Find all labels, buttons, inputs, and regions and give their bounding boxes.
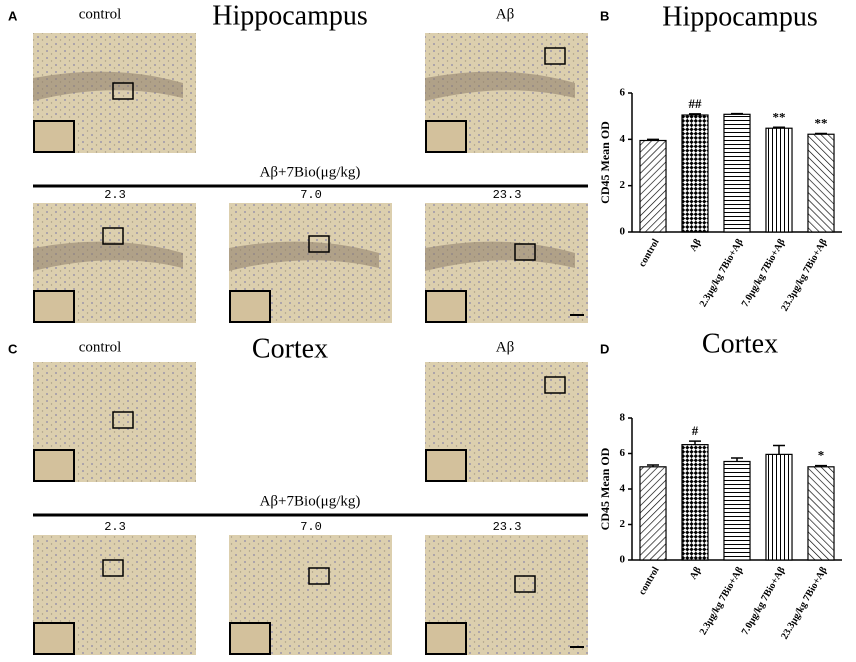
- cell-layer: [229, 241, 379, 271]
- panel-letter: A: [8, 8, 18, 23]
- group-label: Aβ+7Bio(μg/kg): [260, 493, 361, 509]
- inset: [425, 622, 467, 655]
- roi-box: [308, 567, 330, 585]
- section-title: Hippocampus: [212, 0, 368, 31]
- roi-box: [112, 82, 134, 100]
- column-label: Aβ: [496, 6, 514, 22]
- y-tick-label: 2: [620, 179, 626, 191]
- inset: [33, 290, 75, 323]
- dose-label: 2.3: [104, 520, 126, 534]
- inset: [33, 449, 75, 482]
- inset: [33, 120, 75, 153]
- x-tick-label: 23.3μg/kg 7Bio+Aβ: [779, 565, 829, 641]
- y-tick-label: 0: [620, 554, 626, 566]
- error-bar: [815, 132, 827, 135]
- error-bar: [773, 126, 785, 129]
- y-tick-label: 2: [620, 518, 626, 530]
- x-tick-label: 7.0μg/kg 7Bio+Aβ: [740, 237, 788, 309]
- dose-label: 2.3: [104, 188, 126, 202]
- inset: [229, 290, 271, 323]
- bar: [765, 127, 793, 233]
- inset: [425, 290, 467, 323]
- significance-mark: #: [692, 423, 699, 438]
- bar: [807, 466, 835, 561]
- roi-box: [514, 243, 536, 261]
- x-tick-label: Aβ: [688, 565, 704, 581]
- y-tick-label: 6: [620, 87, 626, 99]
- error-bar: [689, 440, 701, 445]
- dose-label: 23.3: [493, 188, 522, 202]
- bar: [681, 114, 709, 233]
- roi-box: [308, 235, 330, 253]
- chart-title: Hippocampus: [662, 1, 818, 32]
- roi-box: [544, 47, 566, 65]
- bar: [723, 460, 751, 561]
- inset: [425, 120, 467, 153]
- x-tick-label: control: [637, 565, 662, 597]
- cell-layer: [33, 241, 183, 271]
- column-label: control: [79, 6, 122, 22]
- group-label: Aβ+7Bio(μg/kg): [260, 164, 361, 180]
- significance-mark: **: [815, 116, 828, 131]
- cell-layer: [425, 241, 575, 271]
- y-tick-label: 4: [620, 483, 626, 495]
- dose-label: 23.3: [493, 520, 522, 534]
- roi-box: [112, 411, 134, 429]
- x-tick-label: 2.3μg/kg 7Bio+Aβ: [698, 237, 746, 309]
- dose-label: 7.0: [300, 188, 322, 202]
- inset: [425, 449, 467, 482]
- y-tick-label: 6: [620, 447, 626, 459]
- y-tick-label: 0: [620, 226, 626, 238]
- bar: [807, 133, 835, 233]
- roi-box: [514, 575, 536, 593]
- bar: [639, 139, 667, 233]
- panel-letter: D: [600, 341, 609, 356]
- bar: [765, 453, 793, 561]
- error-bar: [815, 464, 827, 467]
- y-axis-label: CD45 Mean OD: [598, 447, 612, 530]
- bar: [723, 113, 751, 233]
- column-label: Aβ: [496, 339, 514, 355]
- x-tick-label: Aβ: [688, 237, 704, 253]
- column-label: control: [79, 339, 122, 355]
- y-tick-label: 8: [620, 412, 626, 424]
- error-bar: [773, 444, 785, 455]
- significance-mark: **: [773, 109, 786, 124]
- x-tick-label: 23.3μg/kg 7Bio+Aβ: [779, 237, 829, 313]
- significance-mark: ##: [689, 96, 703, 111]
- x-tick-label: 7.0μg/kg 7Bio+Aβ: [740, 565, 788, 637]
- y-axis-label: CD45 Mean OD: [598, 121, 612, 204]
- x-tick-label: 2.3μg/kg 7Bio+Aβ: [698, 565, 746, 637]
- y-tick-label: 4: [620, 133, 626, 145]
- x-tick-label: control: [637, 237, 662, 269]
- roi-box: [544, 376, 566, 394]
- section-title: Cortex: [252, 333, 328, 364]
- error-bar: [731, 112, 743, 115]
- cell-layer: [33, 71, 183, 101]
- inset: [33, 622, 75, 655]
- panel-letter: C: [8, 341, 18, 356]
- dose-label: 7.0: [300, 520, 322, 534]
- bar: [681, 444, 709, 561]
- inset: [229, 622, 271, 655]
- panel-letter: B: [600, 8, 609, 23]
- chart-title: Cortex: [702, 328, 778, 359]
- roi-box: [102, 559, 124, 577]
- error-bar: [647, 138, 659, 141]
- error-bar: [731, 457, 743, 462]
- significance-mark: *: [818, 448, 825, 463]
- bar: [639, 466, 667, 561]
- error-bar: [647, 464, 659, 467]
- error-bar: [689, 113, 701, 116]
- cell-layer: [425, 71, 575, 101]
- roi-box: [102, 227, 124, 245]
